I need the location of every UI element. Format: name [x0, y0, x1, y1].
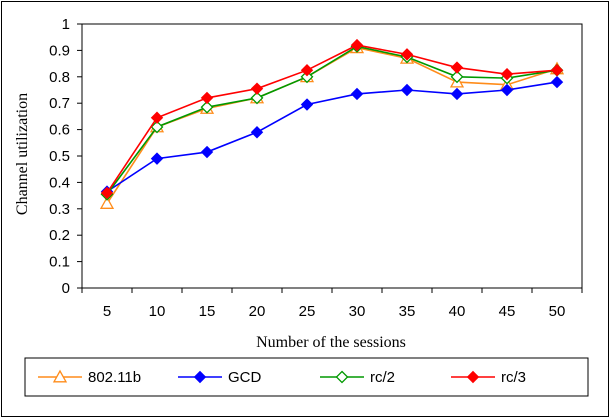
legend-entry: GCD: [178, 369, 262, 386]
data-point: [200, 145, 214, 159]
x-tick-label: 30: [349, 303, 366, 320]
y-tick-label: 0.4: [49, 174, 70, 191]
data-point: [200, 91, 214, 105]
data-point: [300, 98, 314, 111]
data-point: [550, 75, 564, 89]
legend-label: rc/3: [501, 369, 526, 386]
series-rc-3: [100, 38, 564, 200]
y-tick-label: 0: [62, 280, 70, 297]
legend: 802.11b GCD rc/2 rc/3: [24, 357, 589, 397]
legend-marker: [193, 370, 207, 384]
data-point: [300, 63, 314, 77]
y-tick-label: 0.7: [49, 95, 70, 112]
data-point: [250, 82, 264, 95]
data-point: [450, 87, 464, 101]
data-point: [250, 91, 264, 105]
legend-entry: rc/3: [451, 369, 526, 386]
y-tick-label: 0.6: [49, 122, 70, 139]
y-tick-label: 0.8: [49, 69, 70, 86]
legend-entry: 802.11b: [38, 369, 141, 386]
y-axis-title: Channel utilization: [14, 93, 31, 215]
x-tick-label: 35: [399, 303, 416, 320]
series-line: [106, 45, 558, 195]
legend-marker: [466, 370, 480, 384]
y-tick-label: 1: [62, 16, 70, 33]
data-point: [500, 83, 514, 97]
data-point: [350, 87, 364, 101]
axes: 00.10.20.30.40.50.60.70.80.915 10 15 20 25 30…: [49, 16, 583, 320]
data-point: [300, 70, 314, 84]
data-point: [400, 48, 414, 61]
legend-label: 802.11b: [88, 369, 141, 386]
series-line: [106, 81, 558, 193]
x-tick-label: 5: [103, 303, 111, 320]
data-point: [550, 63, 564, 77]
y-tick-label: 0.1: [49, 254, 70, 271]
legend-marker: [52, 369, 68, 383]
data-point: [450, 61, 464, 74]
data-point: [150, 120, 164, 134]
plot-border: [81, 23, 583, 289]
data-point: [200, 100, 214, 114]
x-tick-label: 45: [499, 303, 516, 320]
x-tick-label: 40: [449, 303, 466, 320]
y-tick-label: 0.2: [49, 227, 70, 244]
data-point: [450, 70, 464, 84]
data-point: [500, 67, 514, 81]
series-group: [99, 38, 565, 209]
x-tick-label: 25: [299, 303, 316, 320]
y-tick-label: 0.5: [49, 148, 70, 165]
data-point: [250, 126, 264, 139]
x-axis-title: Number of the sessions: [256, 334, 406, 351]
series-gcd: [100, 75, 564, 198]
data-point: [100, 186, 114, 200]
legend-marker: [335, 370, 349, 384]
plot-area: [81, 23, 583, 289]
data-point: [350, 38, 364, 52]
x-tick-label: 15: [199, 303, 216, 320]
legend-label: rc/2: [370, 369, 395, 386]
y-tick-label: 0.3: [49, 201, 70, 218]
legend-label: GCD: [228, 369, 262, 386]
data-point: [400, 83, 414, 97]
series-line: [106, 44, 558, 194]
legend-entry: rc/2: [320, 369, 395, 386]
data-point: [150, 152, 164, 165]
y-tick-label: 0.9: [49, 42, 70, 59]
data-point: [99, 196, 115, 209]
x-tick-label: 10: [149, 303, 166, 320]
x-tick-label: 20: [249, 303, 266, 320]
data-point: [150, 111, 164, 124]
x-tick-label: 50: [549, 303, 566, 320]
